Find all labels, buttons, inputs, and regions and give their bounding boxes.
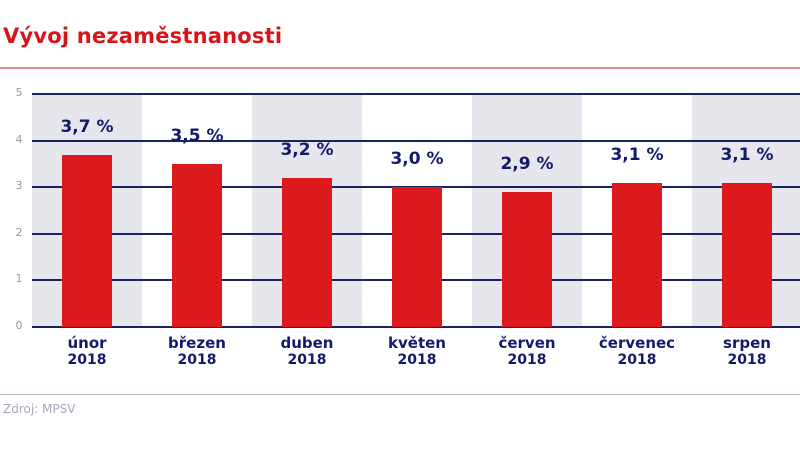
month-label: březen [168,334,226,352]
bar [722,182,772,327]
y-axis-tick-label: 5 [15,86,23,99]
bar [62,154,112,327]
value-label: 3,5 % [170,125,224,146]
x-axis-label: červen 2018 [472,335,582,369]
bar [172,163,222,327]
y-axis-tick-label: 2 [15,226,23,239]
value-label: 3,0 % [390,149,444,170]
month-label: únor [67,334,107,352]
x-axis-label: červenec 2018 [582,335,692,369]
bar [392,187,442,327]
bar [612,182,662,327]
month-label: červenec [598,334,676,352]
year-label: 2018 [727,352,767,368]
bar [282,177,332,327]
year-label: 2018 [507,352,547,368]
value-label: 2,9 % [500,153,554,174]
value-label: 3,1 % [610,144,664,165]
y-axis-tick-label: 0 [15,319,23,332]
year-label: 2018 [287,352,327,368]
gridline [32,186,800,188]
month-label: duben [280,334,334,352]
x-axis-label: srpen 2018 [692,335,800,369]
y-axis-tick-label: 1 [15,272,23,285]
chart-title: Vývoj nezaměstnanosti [3,24,283,48]
x-axis-label: únor 2018 [32,335,142,369]
month-label: srpen [723,334,771,352]
year-label: 2018 [397,352,437,368]
x-axis-label: květen 2018 [362,335,472,369]
year-label: 2018 [177,352,217,368]
x-axis-label: duben 2018 [252,335,362,369]
value-label: 3,2 % [280,139,334,160]
value-label: 3,1 % [720,144,774,165]
footer-divider [0,394,800,395]
y-axis-tick-label: 3 [15,179,23,192]
gridline [32,140,800,142]
gridline [32,93,800,95]
bar [502,191,552,327]
x-axis-label: březen 2018 [142,335,252,369]
year-label: 2018 [67,352,107,368]
source-note: Zdroj: MPSV [3,402,76,416]
gridline [32,326,800,328]
value-label: 3,7 % [60,116,114,137]
title-divider [0,67,800,69]
month-label: květen [388,334,446,352]
y-axis-tick-label: 4 [15,133,23,146]
year-label: 2018 [617,352,657,368]
month-label: červen [498,334,556,352]
